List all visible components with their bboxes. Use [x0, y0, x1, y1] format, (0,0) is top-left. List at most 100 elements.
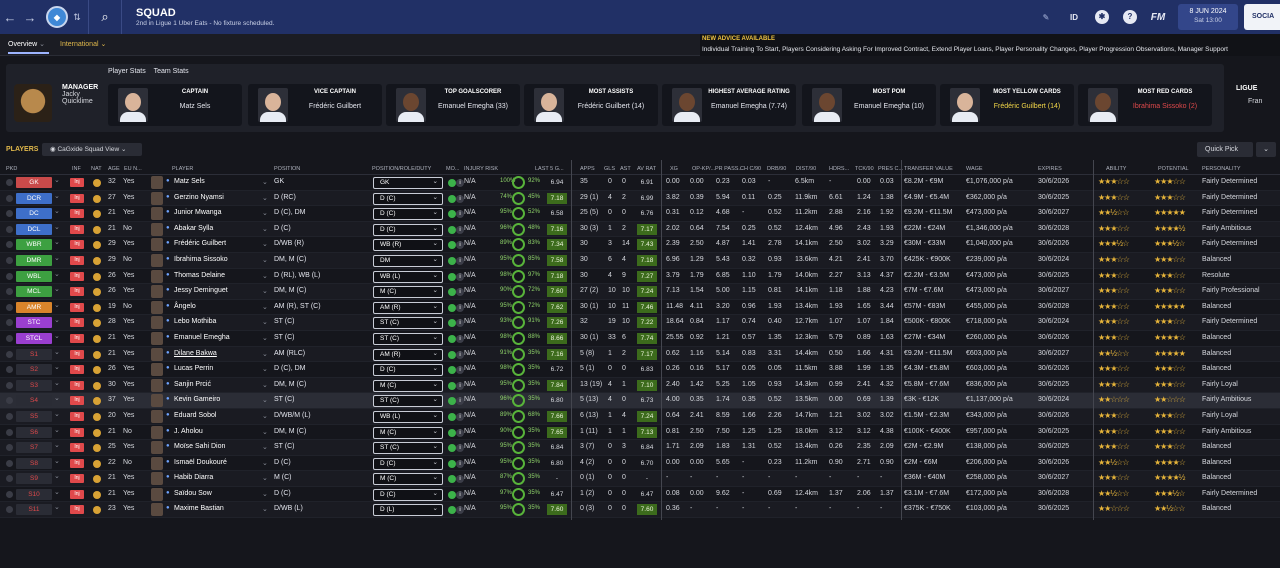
- table-row[interactable]: S2 ⌄ Inj ● 26 Yes Lucas Perrin D (C), DM N/A 5 (1…: [0, 362, 1280, 378]
- selection-position[interactable]: S5: [16, 410, 52, 422]
- select-radio[interactable]: [6, 350, 13, 358]
- select-radio[interactable]: [6, 319, 13, 327]
- role-select[interactable]: M (C): [373, 379, 443, 392]
- table-row[interactable]: DC ⌄ Inj ● 21 Yes Junior Mwanga D (C), DM N/A 25 …: [0, 206, 1280, 222]
- position-chevron-icon[interactable]: ⌄: [54, 442, 60, 450]
- position-chevron-icon[interactable]: ⌄: [54, 504, 60, 512]
- selection-position[interactable]: STC: [16, 317, 52, 329]
- player-menu-chevron-icon[interactable]: ⌄: [262, 366, 268, 374]
- position-chevron-icon[interactable]: ⌄: [54, 426, 60, 434]
- cell-name[interactable]: Maxime Bastian: [174, 505, 224, 513]
- selection-position[interactable]: S6: [16, 426, 52, 438]
- selection-position[interactable]: AMR: [16, 301, 52, 313]
- position-chevron-icon[interactable]: ⌄: [54, 473, 60, 481]
- select-radio[interactable]: [6, 256, 13, 264]
- position-chevron-icon[interactable]: ⌄: [54, 208, 60, 216]
- table-row[interactable]: WBR ⌄ Inj ● 29 Yes Frédéric Guilbert D/WB (R) N/…: [0, 237, 1280, 253]
- col-eu[interactable]: EU N...: [124, 166, 142, 172]
- award-card[interactable]: MOST YELLOW CARDS Frédéric Guilbert (14): [940, 84, 1074, 126]
- role-select[interactable]: D (C): [373, 223, 443, 236]
- award-card[interactable]: HIGHEST AVERAGE RATING Emanuel Emegha (7.…: [662, 84, 796, 126]
- cell-name[interactable]: Ismaël Doukouré: [174, 458, 227, 466]
- role-select[interactable]: GK: [373, 177, 443, 189]
- position-chevron-icon[interactable]: ⌄: [54, 270, 60, 278]
- cell-name[interactable]: Moïse Sahi Dion: [174, 443, 226, 451]
- role-select[interactable]: D (C): [373, 488, 443, 501]
- select-radio[interactable]: [6, 490, 13, 498]
- player-menu-chevron-icon[interactable]: ⌄: [262, 444, 268, 452]
- player-menu-chevron-icon[interactable]: ⌄: [262, 334, 268, 342]
- role-select[interactable]: ST (C): [373, 395, 443, 408]
- selection-position[interactable]: S11: [16, 504, 52, 516]
- table-row[interactable]: MCL ⌄ Inj ● 26 Yes Jessy Deminguet DM, M (C) N/A…: [0, 284, 1280, 300]
- selection-position[interactable]: S9: [16, 473, 52, 485]
- globe-icon[interactable]: ✱: [1095, 10, 1109, 24]
- selection-position[interactable]: S2: [16, 364, 52, 376]
- col-potential[interactable]: POTENTIAL: [1158, 166, 1189, 172]
- col-dist[interactable]: DIST/90: [796, 166, 817, 172]
- selection-position[interactable]: WBL: [16, 270, 52, 282]
- tab-team-stats[interactable]: Team Stats: [153, 68, 189, 75]
- cell-name[interactable]: Emanuel Emegha: [174, 333, 230, 341]
- player-menu-chevron-icon[interactable]: ⌄: [262, 225, 268, 233]
- role-select[interactable]: ST (C): [373, 332, 443, 345]
- award-card[interactable]: MOST POM Emanuel Emegha (10): [802, 84, 936, 126]
- col-mo[interactable]: MO...: [446, 166, 460, 172]
- date-button[interactable]: 8 JUN 2024 Sat 13:00: [1178, 4, 1238, 30]
- table-row[interactable]: S9 ⌄ Inj ● 21 Yes Habib Diarra M (C) N/A 0 (1) 0 0-…: [0, 471, 1280, 487]
- role-select[interactable]: M (C): [373, 473, 443, 486]
- role-select[interactable]: ST (C): [373, 317, 443, 330]
- role-select[interactable]: M (C): [373, 286, 443, 299]
- table-row[interactable]: S10 ⌄ Inj ● 21 Yes Saïdou Sow D (C) N/A 1 (2) 0 0 0.…: [0, 487, 1280, 503]
- table-row[interactable]: STC ⌄ Inj ● 28 Yes Lebo Mothiba ST (C) N/A 32 19 10…: [0, 315, 1280, 331]
- table-row[interactable]: GK ⌄ Inj ● 32 Yes Matz Sels GK N/A 35 0 0 0.00 0.00 0.…: [0, 175, 1280, 191]
- role-select[interactable]: WB (L): [373, 410, 443, 423]
- cell-name[interactable]: Abakar Sylla: [174, 224, 214, 232]
- table-row[interactable]: S6 ⌄ Inj ● 21 No J. Aholou DM, M (C) N/A 1 (11) 1 1…: [0, 425, 1280, 441]
- player-menu-chevron-icon[interactable]: ⌄: [262, 397, 268, 405]
- award-card[interactable]: VICE CAPTAIN Frédéric Guilbert: [248, 84, 382, 126]
- view-selector[interactable]: ◉ CaGxide Squad View ⌄: [42, 143, 142, 156]
- table-row[interactable]: S7 ⌄ Inj ● 25 Yes Moïse Sahi Dion ST (C) N/A 3 (7…: [0, 440, 1280, 456]
- quick-pick-menu-icon[interactable]: ⌄: [1256, 142, 1276, 157]
- table-row[interactable]: AMR ⌄ Inj ● 19 No Ângelo AM (R), ST (C) N/A 30 (1…: [0, 300, 1280, 316]
- cell-name[interactable]: Eduard Sobol: [174, 411, 217, 419]
- select-radio[interactable]: [6, 272, 13, 280]
- selection-position[interactable]: DCR: [16, 192, 52, 204]
- col-drb[interactable]: DRB/90: [767, 166, 787, 172]
- table-row[interactable]: S1 ⌄ Inj ● 21 Yes Dilane Bakwa AM (RLC) N/A 5 (8)…: [0, 346, 1280, 363]
- award-card[interactable]: TOP GOALSCORER Emanuel Emegha (33): [386, 84, 520, 126]
- selection-position[interactable]: S4: [16, 395, 52, 407]
- table-row[interactable]: STCL ⌄ Inj ● 21 Yes Emanuel Emegha ST (C) N/A 30 …: [0, 331, 1280, 347]
- award-card[interactable]: MOST ASSISTS Frédéric Guilbert (14): [524, 84, 658, 126]
- position-chevron-icon[interactable]: ⌄: [54, 177, 60, 184]
- col-ast[interactable]: AST: [620, 166, 631, 172]
- player-menu-chevron-icon[interactable]: ⌄: [262, 303, 268, 311]
- selection-position[interactable]: S1: [16, 348, 52, 360]
- role-select[interactable]: D (C): [373, 208, 443, 221]
- col-personality[interactable]: PERSONALITY: [1202, 166, 1241, 172]
- player-menu-chevron-icon[interactable]: ⌄: [262, 475, 268, 483]
- table-row[interactable]: DCR ⌄ Inj ● 27 Yes Gerzino Nyamsi D (RC) N/A 29 (…: [0, 190, 1280, 207]
- player-menu-chevron-icon[interactable]: ⌄: [262, 179, 268, 186]
- player-menu-chevron-icon[interactable]: ⌄: [262, 350, 268, 358]
- tab-player-stats[interactable]: Player Stats: [108, 68, 146, 75]
- col-pres[interactable]: PRES C...: [878, 166, 904, 172]
- selection-position[interactable]: DC: [16, 208, 52, 220]
- position-chevron-icon[interactable]: ⌄: [54, 223, 60, 231]
- select-radio[interactable]: [6, 210, 13, 218]
- cell-name[interactable]: Dilane Bakwa: [174, 349, 217, 357]
- col-chc[interactable]: CH C/90: [740, 166, 762, 172]
- col-tck[interactable]: TCK/90: [855, 166, 874, 172]
- tab-overview[interactable]: Overview ⌄: [8, 40, 50, 54]
- table-row[interactable]: DMR ⌄ Inj ● 29 No Ibrahima Sissoko DM, M (C) N/A…: [0, 252, 1280, 269]
- role-select[interactable]: DM: [373, 254, 443, 267]
- selection-position[interactable]: DMR: [16, 254, 52, 266]
- player-menu-chevron-icon[interactable]: ⌄: [262, 381, 268, 389]
- position-chevron-icon[interactable]: ⌄: [54, 192, 60, 200]
- col-wage[interactable]: WAGE: [966, 166, 983, 172]
- select-radio[interactable]: [6, 444, 13, 452]
- col-inf[interactable]: INF: [72, 166, 81, 172]
- player-menu-chevron-icon[interactable]: ⌄: [262, 459, 268, 467]
- position-chevron-icon[interactable]: ⌄: [54, 301, 60, 309]
